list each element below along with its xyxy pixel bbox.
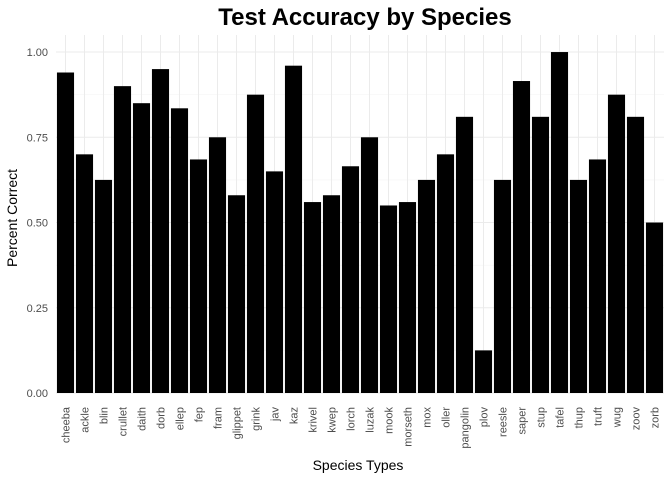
y-tick-label: 0.00 [27,388,48,400]
bar-wug [607,94,626,394]
bar-plov [474,350,493,393]
bar-reesle [493,179,512,393]
bar-mox [417,179,436,393]
bar-grink [246,94,265,394]
y-tick-label: 1.00 [27,47,48,59]
bar-kaz [284,65,303,393]
x-tick-label: pangolin [460,407,472,449]
bar-saper [512,81,531,394]
bar-zoov [626,116,645,393]
x-tick-label: fram [213,407,225,429]
bar-dorb [151,69,170,393]
bar-crullet [113,86,132,394]
bar-pangolin [455,116,474,393]
x-tick-label: fep [194,407,206,422]
y-tick-label: 0.75 [27,132,48,144]
bar-stup [531,116,550,393]
y-axis-ticks: 0.00 0.25 0.50 0.75 1.00 [27,47,48,400]
bar-zorb [645,222,664,393]
y-axis-label: Percent Correct [4,169,20,267]
x-tick-label: luzak [365,407,377,433]
x-tick-label: oller [441,407,453,428]
x-tick-label: reesle [498,407,510,437]
bar-tafel [550,52,569,394]
x-tick-label: wug [612,407,624,428]
x-tick-label: saper [517,407,529,435]
x-axis-label: Species Types [313,457,404,473]
x-tick-label: morseth [403,407,415,447]
chart-title: Test Accuracy by Species [218,4,511,31]
x-tick-label: tafel [555,407,567,428]
bar-ellep [170,108,189,394]
x-tick-label: glippet [232,407,244,439]
bar-mook [379,205,398,393]
bar-krivel [303,202,322,393]
bar-kwep [322,195,341,393]
x-tick-label: cheeba [61,406,73,443]
bar-fram [208,137,227,393]
x-axis-ticks: cheeba ackle blin crullet daith dorb ellep fep f… [61,406,662,448]
y-tick-label: 0.25 [27,303,48,315]
x-tick-label: daith [137,407,149,431]
bar-lorch [341,166,360,393]
bar-fep [189,159,208,393]
x-tick-label: mook [384,407,396,434]
bar-luzak [360,137,379,393]
y-tick-label: 0.50 [27,218,48,230]
bar-thup [569,179,588,393]
x-tick-label: zoov [631,407,643,431]
x-tick-label: stup [536,407,548,428]
x-tick-label: dorb [156,407,168,429]
x-tick-label: plov [479,407,491,428]
x-tick-label: jav [270,407,282,423]
x-tick-label: blin [99,407,111,424]
x-tick-label: truft [593,407,605,426]
bar-glippet [227,195,246,393]
bar-ackle [75,154,94,393]
bars [56,52,664,394]
x-tick-label: kwep [327,407,339,433]
x-tick-label: ellep [175,407,187,430]
x-tick-label: zorb [650,407,662,428]
x-tick-label: krivel [308,407,320,433]
bar-morseth [398,202,417,393]
x-tick-label: ackle [80,407,92,433]
x-tick-label: kaz [289,407,301,424]
bar-cheeba [56,72,75,393]
bar-oller [436,154,455,393]
x-tick-label: crullet [118,407,130,436]
x-tick-label: thup [574,407,586,428]
x-tick-label: lorch [346,407,358,431]
bar-daith [132,103,151,393]
x-tick-label: grink [251,407,263,431]
bar-truft [588,159,607,393]
bar-blin [94,179,113,393]
bar-jav [265,171,284,393]
x-tick-label: mox [422,407,434,428]
